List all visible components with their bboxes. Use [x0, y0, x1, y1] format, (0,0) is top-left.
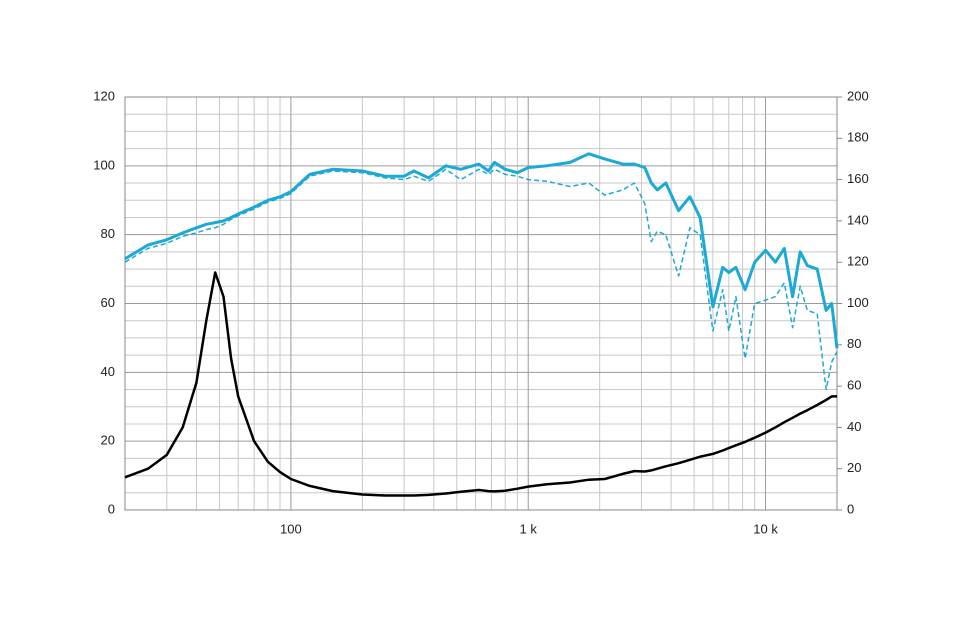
- y-tick-label: 0: [108, 501, 115, 516]
- plot-frame: [124, 96, 838, 511]
- y2-tick-label: 0: [847, 501, 854, 516]
- y2-tick-label: 80: [847, 336, 861, 351]
- y2-tick-label: 40: [847, 419, 861, 434]
- series-line: [124, 271, 837, 497]
- y-tick-label: 40: [101, 364, 115, 379]
- y-tick-label: 120: [93, 88, 115, 103]
- y2-tick-label: 140: [847, 212, 869, 227]
- y2-tick-label: 160: [847, 171, 869, 186]
- series-line: [124, 152, 839, 349]
- y-tick-label: 60: [101, 295, 115, 310]
- x-tick-label: 10 k: [753, 521, 778, 536]
- y-tick-label: 100: [93, 157, 115, 172]
- x-tick-label: 100: [280, 521, 302, 536]
- series-line: [124, 168, 838, 391]
- y2-tick-label: 60: [847, 378, 861, 393]
- x-tick-label: 1 k: [520, 521, 538, 536]
- y2-tick-label: 120: [847, 254, 869, 269]
- y2-tick-label: 200: [847, 88, 869, 103]
- y2-tick-label: 100: [847, 295, 869, 310]
- y-tick-label: 20: [101, 433, 115, 448]
- y2-tick-label: 20: [847, 460, 861, 475]
- y2-tick-label: 180: [847, 130, 869, 145]
- y-tick-label: 80: [101, 226, 115, 241]
